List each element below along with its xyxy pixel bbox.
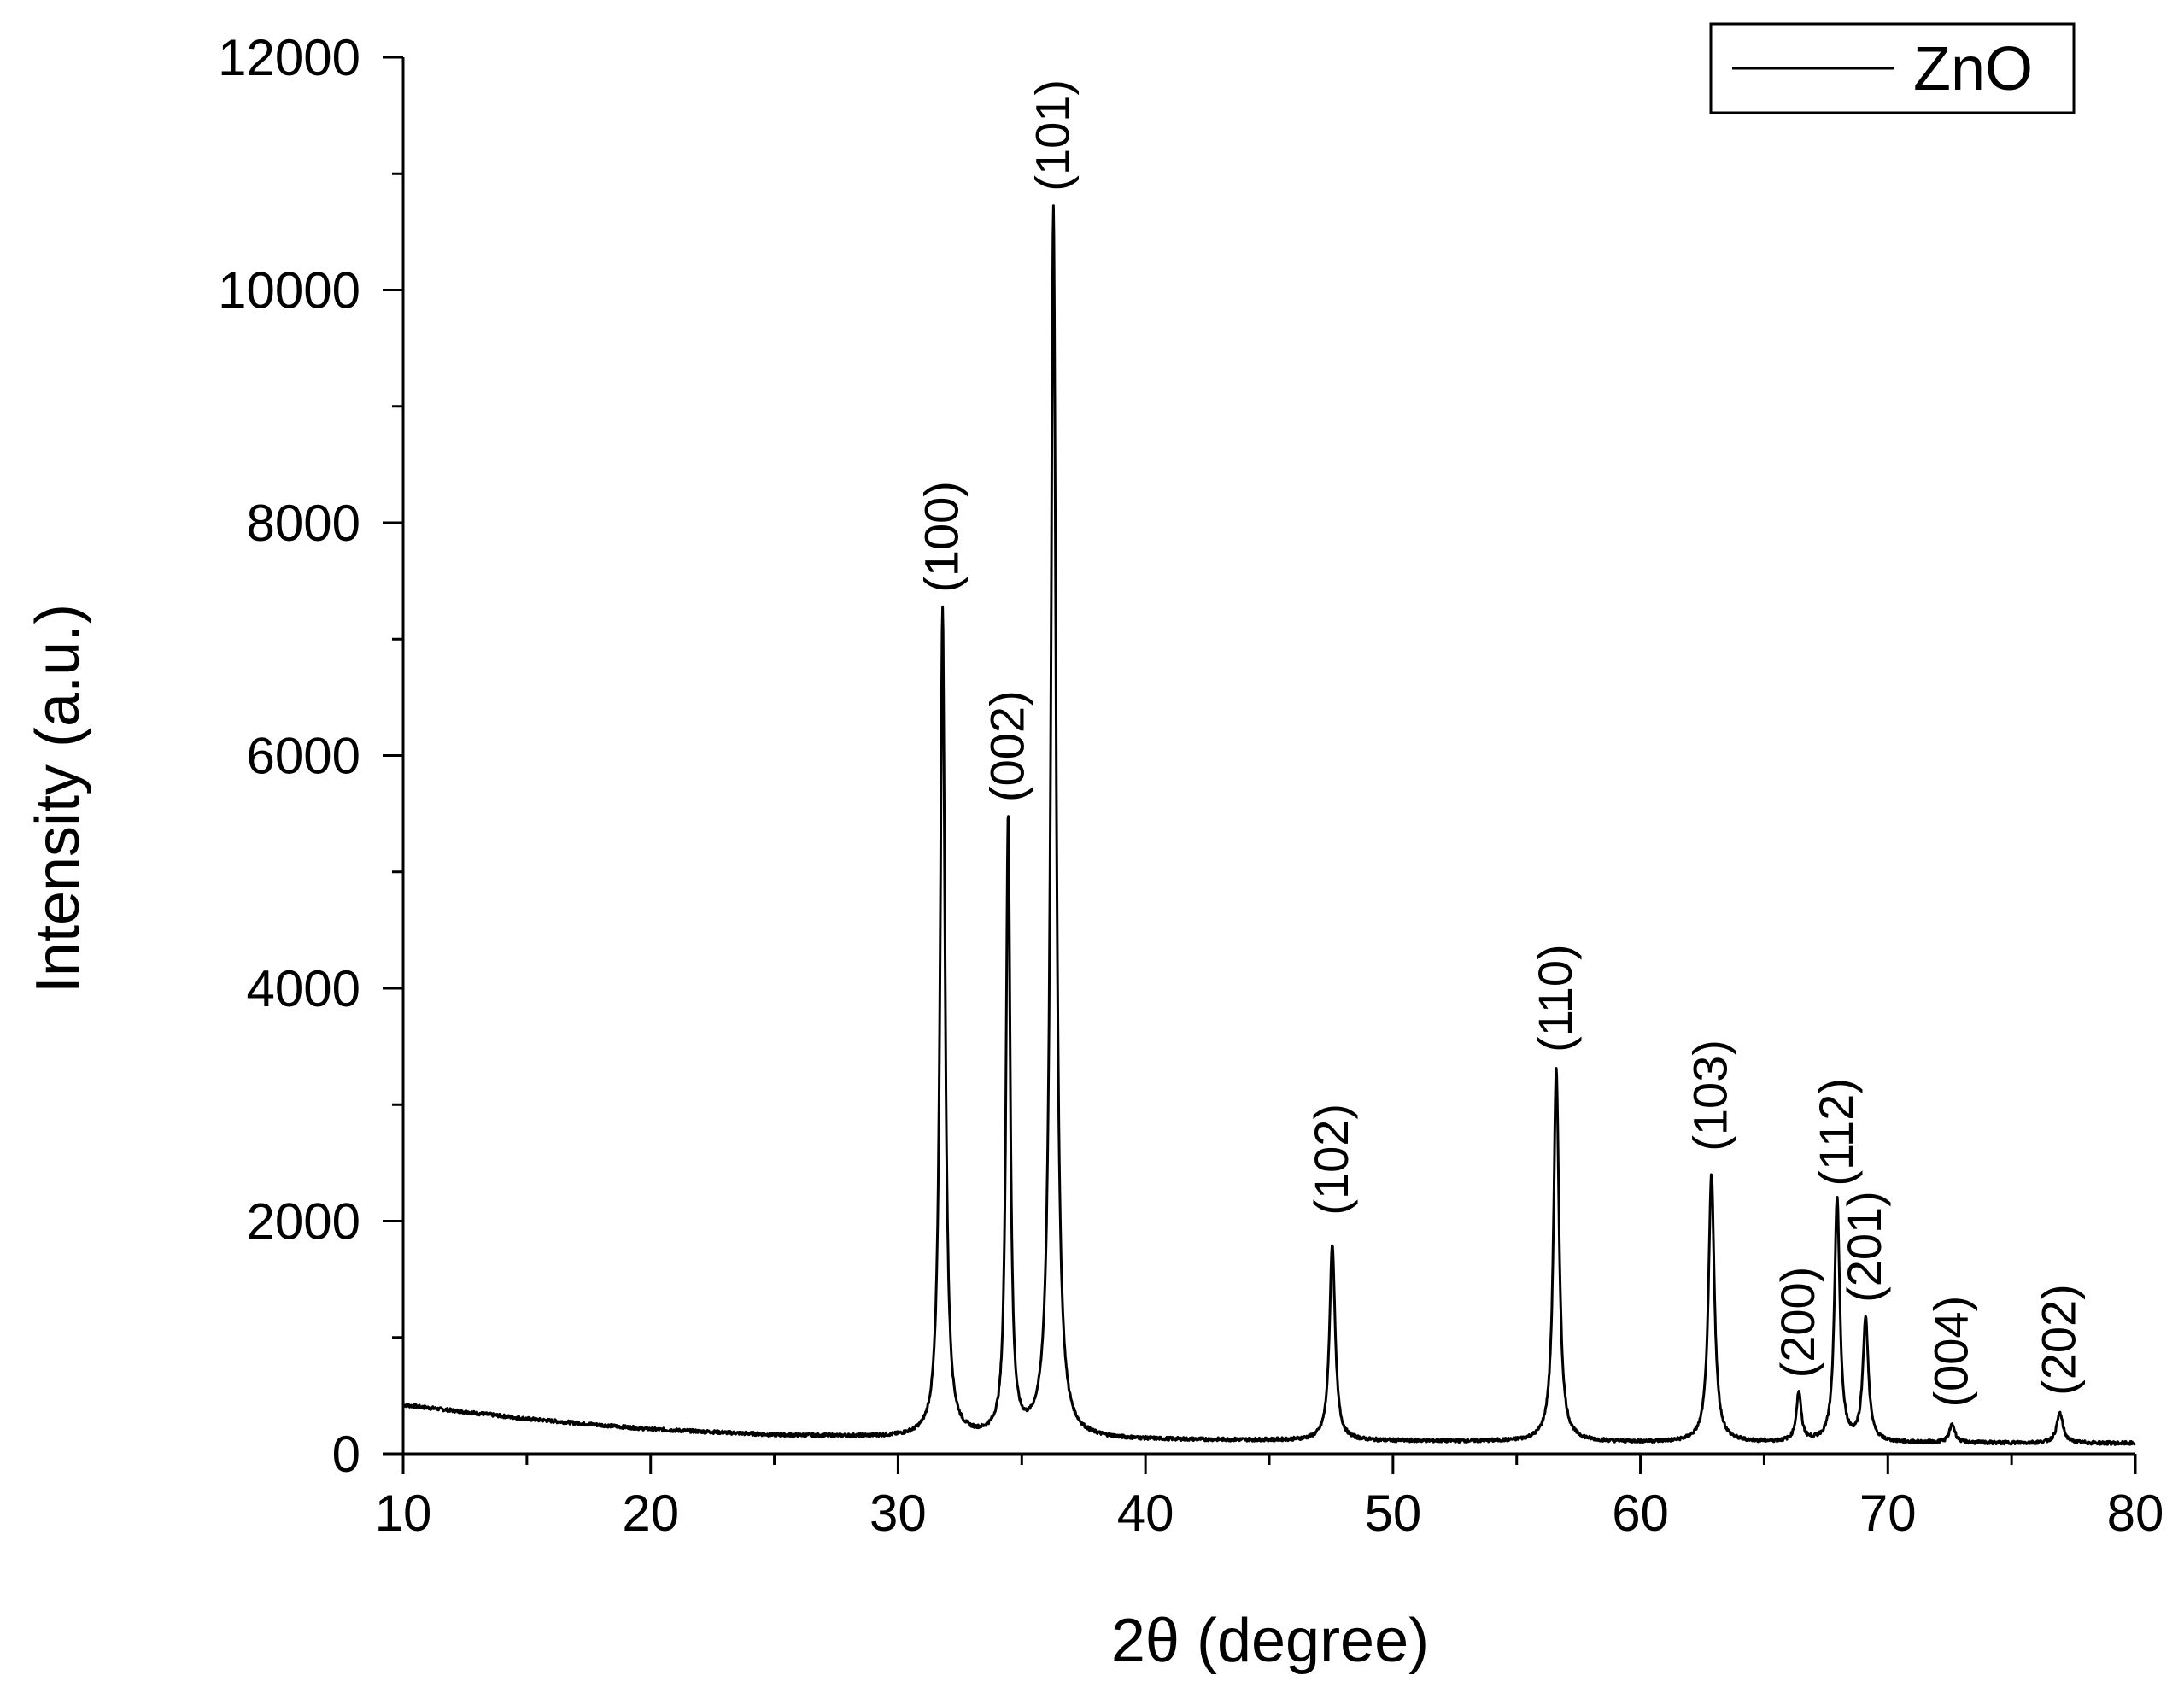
legend-label-zno: ZnO [1913, 35, 2033, 103]
peak-label: (110) [1528, 944, 1582, 1052]
x-tick-label: 80 [2107, 1485, 2164, 1542]
x-tick-label: 60 [1612, 1485, 1669, 1542]
y-tick-label: 10000 [218, 262, 360, 319]
series-line-zno [402, 204, 2136, 1446]
y-axis-title: Intensity (a.u.) [24, 604, 92, 993]
x-tick-label: 10 [375, 1485, 432, 1542]
x-tick-label: 50 [1364, 1485, 1421, 1542]
y-tick-label: 8000 [247, 495, 360, 552]
peak-label: (102) [1304, 1104, 1358, 1216]
x-axis-title: 2θ (degree) [1111, 1607, 1429, 1675]
peak-label: (101) [1025, 79, 1079, 191]
y-tick-label: 6000 [247, 728, 360, 785]
x-tick-label: 70 [1859, 1485, 1917, 1542]
peak-label: (112) [1809, 1078, 1863, 1186]
peak-label: (103) [1683, 1040, 1737, 1151]
axis-tick-labels: 10 20 30 40 50 60 70 80 0 2000 4000 6000 8000 10000 12… [218, 29, 2164, 1542]
y-tick-label: 4000 [247, 960, 360, 1017]
axis-ticks [383, 56, 2137, 1474]
x-tick-label: 30 [870, 1485, 927, 1542]
x-tick-label: 40 [1117, 1485, 1174, 1542]
peak-label: (200) [1771, 1267, 1824, 1379]
legend: ZnO [1709, 22, 2076, 114]
x-tick-label: 20 [622, 1485, 679, 1542]
y-tick-label: 2000 [247, 1193, 360, 1251]
y-tick-label: 0 [332, 1426, 360, 1483]
peak-label: (002) [980, 690, 1033, 802]
peak-label: (100) [915, 481, 969, 593]
peak-label: (201) [1837, 1191, 1891, 1303]
peak-annotations: (100) (002) (101) (102) (110) (103) (200) (112)… [915, 79, 2086, 1408]
peak-label: (202) [2032, 1284, 2086, 1396]
peak-label: (004) [1924, 1296, 1978, 1408]
y-tick-label: 12000 [218, 29, 360, 86]
series-layer [402, 204, 2136, 1446]
